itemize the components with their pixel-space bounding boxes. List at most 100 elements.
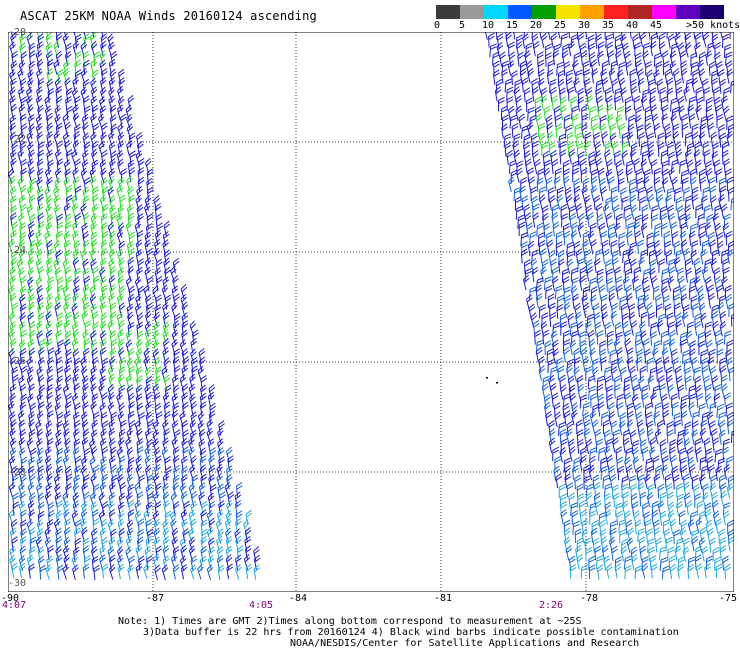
wind-barb [27,267,35,283]
wind-barb [718,419,726,436]
wind-barb [92,275,100,291]
wind-barb [54,492,62,508]
wind-barb [28,60,36,77]
wind-barb [660,447,667,463]
wind-barb [712,142,720,157]
wind-barb [29,402,37,418]
wind-barb [37,77,45,93]
wind-barb [90,429,98,445]
wind-barb [10,229,17,246]
wind-barb [16,258,24,275]
wind-barb [659,86,667,102]
wind-barb [9,447,17,463]
wind-barb [55,456,63,472]
wind-barb [144,310,152,327]
wind-barb [609,123,617,138]
wind-barb [28,166,35,183]
wind-barb [600,230,608,246]
wind-barb [135,239,143,255]
wind-barb [62,545,70,561]
wind-barb [596,564,604,580]
wind-barb [18,437,26,453]
wind-barb [568,492,575,508]
wind-barb [709,537,716,553]
wind-barb [46,112,53,129]
wind-barb [109,284,116,300]
wind-barb [162,230,170,247]
wind-barb [9,114,17,131]
wind-barb [126,492,133,508]
wind-barb [20,365,28,381]
wind-barb [636,348,644,364]
wind-barb [569,321,578,336]
wind-barb [579,158,587,174]
wind-barb [10,60,18,76]
wind-barb [101,392,108,408]
wind-barb [217,483,225,499]
wind-barb [616,69,624,85]
wind-barb [577,258,585,273]
wind-barb [83,141,91,157]
wind-barb [46,383,54,400]
wind-barb [45,420,53,436]
wind-barb [610,420,618,436]
wind-barb [144,383,151,400]
wind-speed-legend [436,5,724,19]
wind-barb [89,293,97,310]
wind-barb [100,276,107,292]
wind-barb [90,131,97,148]
wind-barb [136,438,144,454]
wind-barb [27,554,34,570]
legend-label: 40 [626,20,639,31]
wind-barb [571,402,578,418]
lon-label: -78 [579,593,599,604]
wind-barb [646,357,654,373]
wind-barb [39,564,47,580]
wind-barb [208,384,216,400]
wind-barb [72,104,79,120]
wind-barb [208,454,215,471]
wind-barb [18,212,25,229]
wind-barb [35,257,43,274]
wind-barb [162,419,169,436]
legend-label: 20 [530,20,543,31]
wind-barb [136,131,143,148]
wind-barb [701,545,709,562]
wind-barb [135,544,143,561]
wind-barb [80,455,88,472]
wind-barb [701,266,709,282]
wind-barb [566,482,574,498]
wind-barb [46,293,53,309]
wind-barb [597,50,604,66]
wind-barb [56,158,64,174]
wind-barb [26,437,34,454]
lon-label: -81 [433,593,453,604]
wind-barb [198,348,206,364]
wind-barb [645,411,653,427]
wind-barb [63,176,71,193]
wind-barb [145,375,153,392]
wind-barb [81,500,88,517]
wind-barb [126,527,134,543]
wind-barb [18,59,26,76]
wind-barb [53,240,61,256]
wind-barb [56,375,64,391]
wind-barb [164,266,171,283]
legend-label: 10 [482,20,495,31]
lat-label: -24 [8,245,27,256]
wind-barb [621,475,629,490]
wind-barb [90,95,98,112]
wind-barb [162,545,170,561]
wind-barb [614,563,622,579]
wind-barb [726,130,733,147]
wind-barb [188,446,195,463]
legend-swatch [628,5,652,19]
wind-barb [63,67,70,84]
wind-barb [666,77,674,93]
wind-barb [35,419,42,436]
wind-barb [199,384,207,400]
wind-barb [206,418,214,435]
wind-barb [152,419,160,436]
wind-barb [583,78,591,94]
wind-barb [71,321,79,338]
